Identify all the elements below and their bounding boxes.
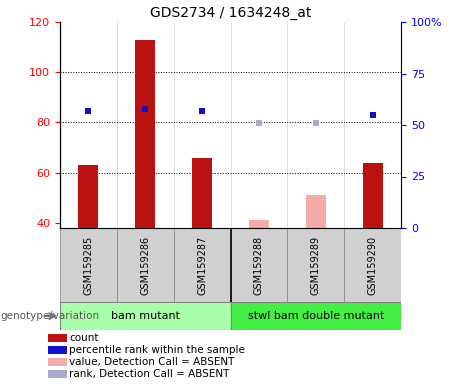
Bar — [287, 228, 344, 302]
Bar — [135, 40, 155, 228]
Bar — [230, 302, 401, 330]
Text: value, Detection Call = ABSENT: value, Detection Call = ABSENT — [69, 357, 235, 367]
Text: rank, Detection Call = ABSENT: rank, Detection Call = ABSENT — [69, 369, 230, 379]
Bar — [363, 163, 383, 228]
Text: bam mutant: bam mutant — [111, 311, 180, 321]
Bar — [48, 358, 67, 366]
Bar — [117, 228, 174, 302]
Bar — [174, 228, 230, 302]
Title: GDS2734 / 1634248_at: GDS2734 / 1634248_at — [150, 6, 311, 20]
Bar — [48, 346, 67, 354]
Text: GSM159286: GSM159286 — [140, 235, 150, 295]
Bar — [344, 228, 401, 302]
Text: percentile rank within the sample: percentile rank within the sample — [69, 345, 245, 355]
Text: GSM159288: GSM159288 — [254, 235, 264, 295]
Bar — [192, 158, 212, 228]
Text: GSM159289: GSM159289 — [311, 235, 321, 295]
Text: count: count — [69, 333, 99, 343]
Bar — [306, 195, 326, 228]
Bar — [60, 302, 230, 330]
Bar — [60, 228, 117, 302]
Bar — [230, 228, 287, 302]
Text: GSM159287: GSM159287 — [197, 235, 207, 295]
Bar — [78, 165, 98, 228]
Text: stwl bam double mutant: stwl bam double mutant — [248, 311, 384, 321]
Text: GSM159290: GSM159290 — [367, 235, 378, 295]
Bar — [249, 220, 269, 228]
Bar — [48, 370, 67, 377]
Text: GSM159285: GSM159285 — [83, 235, 94, 295]
Text: genotype/variation: genotype/variation — [0, 311, 99, 321]
Bar — [48, 334, 67, 342]
